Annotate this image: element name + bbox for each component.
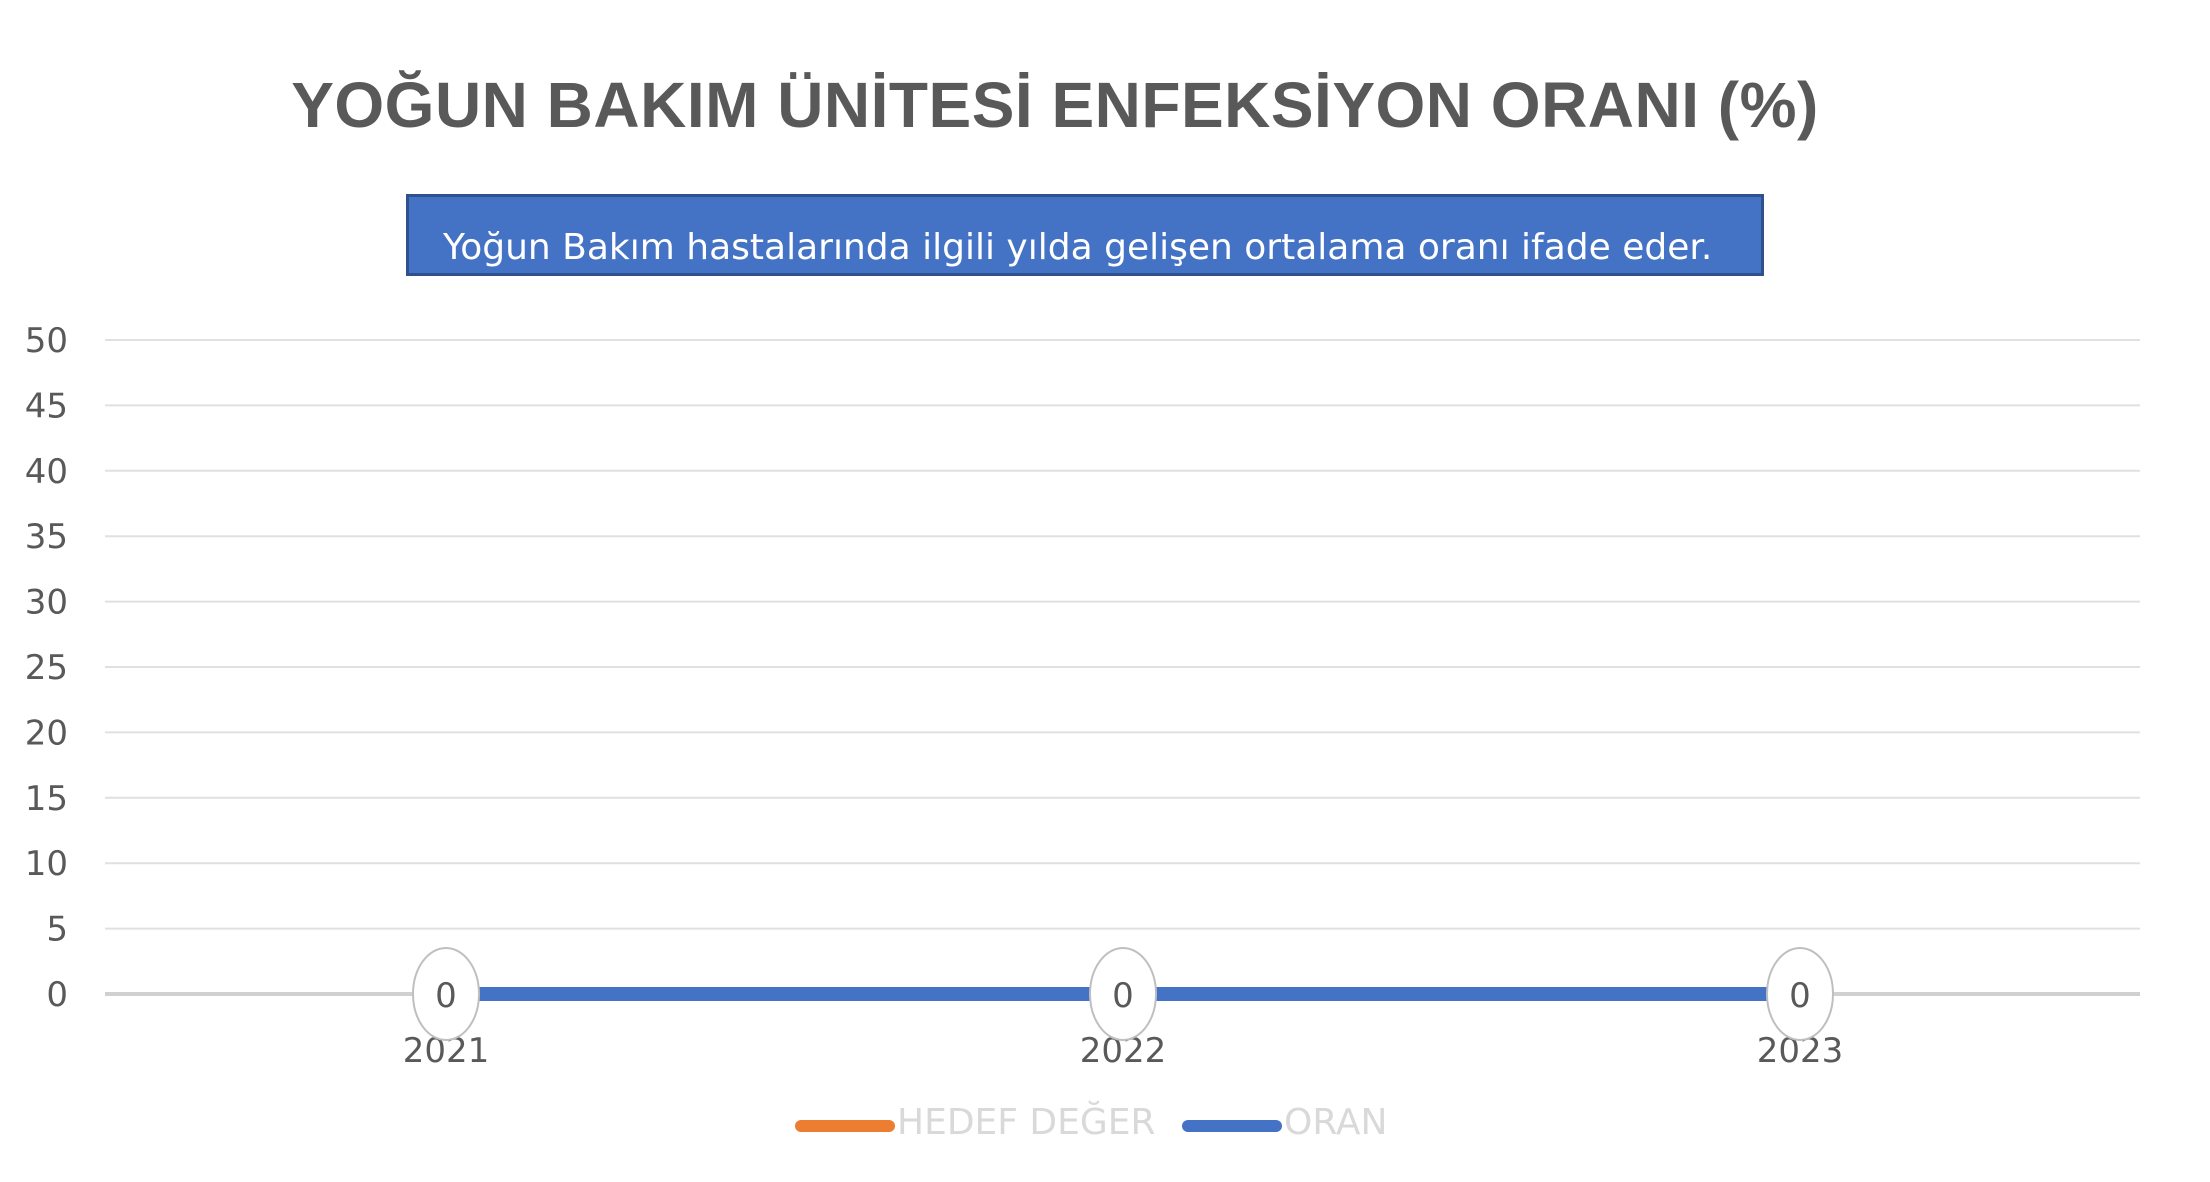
y-tick-label: 45 <box>25 386 68 426</box>
y-tick-label: 0 <box>46 975 68 1015</box>
data-label: 0 <box>1112 976 1134 1016</box>
data-label-bubble <box>412 947 480 1041</box>
data-label-bubble <box>1089 947 1157 1041</box>
legend-label-oran: ORAN <box>1284 1102 1388 1143</box>
chart-title: YOĞUN BAKIM ÜNİTESİ ENFEKSİYON ORANI (%) <box>291 69 1819 141</box>
subtitle-box: Yoğun Bakım hastalarında ilgili yılda ge… <box>406 194 1764 276</box>
legend-swatch-hedef <box>795 1120 895 1132</box>
chart-subtitle: Yoğun Bakım hastalarında ilgili yılda ge… <box>443 227 1713 268</box>
y-tick-label: 15 <box>25 779 68 819</box>
data-label: 0 <box>435 976 457 1016</box>
legend: HEDEF DEĞER ORAN <box>0 1100 2210 1150</box>
y-tick-label: 35 <box>25 517 68 557</box>
y-tick-label: 30 <box>25 583 68 623</box>
y-tick-label: 25 <box>25 648 68 688</box>
y-tick-label: 5 <box>46 910 68 950</box>
data-label: 0 <box>1789 976 1811 1016</box>
y-tick-label: 50 <box>25 321 68 361</box>
y-tick-label: 40 <box>25 452 68 492</box>
y-tick-label: 10 <box>25 844 68 884</box>
legend-swatch-oran <box>1182 1120 1282 1132</box>
data-label-bubble <box>1766 947 1834 1041</box>
legend-label-hedef: HEDEF DEĞER <box>897 1102 1156 1143</box>
y-tick-label: 20 <box>25 713 68 753</box>
